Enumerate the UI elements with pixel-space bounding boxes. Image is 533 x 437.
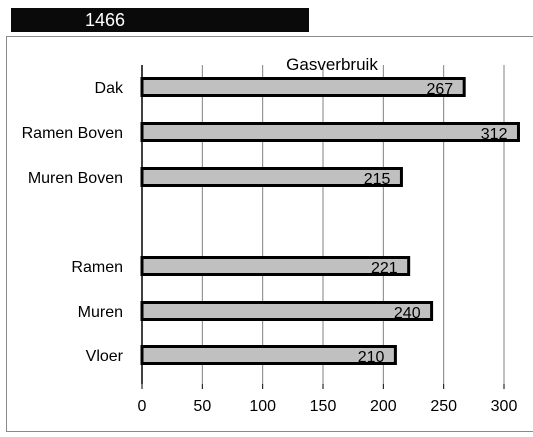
x-tick-label: 0 [138, 398, 147, 415]
category-label: Dak [95, 80, 124, 97]
axes: 0 50 100 150 200 250 300 Dak Ramen Boven Muren Bo… [22, 65, 518, 415]
bars: 267 312 215 221 240 210 [140, 77, 520, 366]
sheet-top-strip [0, 0, 533, 8]
category-label: Muren [78, 304, 123, 321]
bar-chart: 267 312 215 221 240 210 0 50 100 150 200 250 300 Dak… [22, 55, 520, 415]
x-tick-label: 200 [370, 398, 397, 415]
data-label: 210 [358, 349, 385, 366]
x-tick-label: 300 [491, 398, 518, 415]
bar [140, 77, 466, 97]
bar [140, 167, 403, 187]
chart-title: Gasverbruik [286, 55, 378, 74]
total-value-cell[interactable]: 1466 [11, 8, 309, 32]
x-tick-label: 100 [249, 398, 276, 415]
data-label: 267 [426, 81, 453, 98]
data-label: 215 [364, 171, 391, 188]
data-label: 240 [394, 305, 421, 322]
total-value-text: 1466 [84, 10, 126, 30]
category-label: Muren Boven [28, 170, 123, 187]
bar [140, 301, 434, 321]
bar [140, 122, 520, 142]
category-label: Vloer [86, 348, 124, 365]
data-label: 221 [371, 260, 398, 277]
gridlines [201, 65, 505, 384]
x-tick-label: 150 [310, 398, 337, 415]
data-label: 312 [481, 126, 508, 143]
x-tick-label: 50 [193, 398, 211, 415]
x-tick-label: 250 [430, 398, 457, 415]
category-label: Ramen Boven [22, 125, 123, 142]
chart-area[interactable]: 267 312 215 221 240 210 0 50 100 150 200 250 300 Dak… [6, 36, 533, 432]
bar [140, 256, 411, 276]
category-label: Ramen [71, 259, 123, 276]
